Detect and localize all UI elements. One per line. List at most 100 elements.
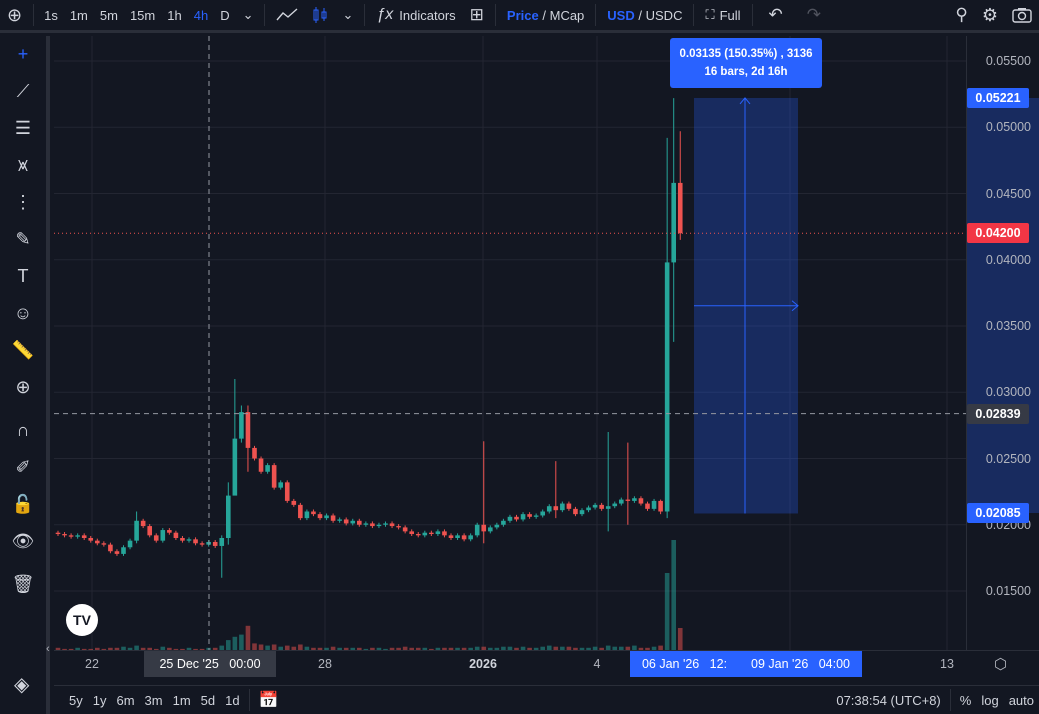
usd-option[interactable]: USD bbox=[607, 7, 635, 23]
go-to-date-icon[interactable]: 📅 bbox=[258, 692, 279, 709]
usdc-option[interactable]: USDC bbox=[645, 7, 683, 23]
volume-bar bbox=[193, 648, 198, 650]
volume-bar bbox=[612, 646, 618, 650]
candle-body bbox=[147, 526, 152, 536]
mcap-option[interactable]: MCap bbox=[549, 7, 585, 23]
candle-body bbox=[337, 519, 342, 521]
interval-4h[interactable]: 4h bbox=[193, 7, 209, 23]
volume-bar bbox=[153, 648, 159, 650]
line-chart-icon[interactable] bbox=[269, 0, 305, 30]
time-axis-settings-icon[interactable]: ⬡ bbox=[994, 656, 1008, 673]
indicators-label: Indicators bbox=[399, 7, 456, 23]
layout-grid-icon[interactable]: ⊞ bbox=[469, 5, 484, 24]
candle-body bbox=[579, 510, 585, 515]
text-icon[interactable]: T bbox=[17, 266, 29, 286]
candle-body bbox=[553, 506, 559, 511]
volume-bar bbox=[520, 646, 526, 650]
volume-bar bbox=[533, 647, 539, 650]
pattern-icon[interactable]: ⩙ bbox=[17, 155, 29, 175]
magnet-icon[interactable]: ∩ bbox=[16, 420, 30, 440]
camera-icon[interactable] bbox=[1005, 0, 1039, 30]
candle-body bbox=[350, 520, 356, 524]
interval-1h[interactable]: 1h bbox=[167, 7, 182, 23]
candle-body bbox=[586, 507, 591, 511]
range-3m[interactable]: 3m bbox=[144, 692, 163, 708]
price-tick: 0.05000 bbox=[985, 120, 1031, 135]
volume-bar bbox=[324, 647, 329, 650]
chart-type-chevron-down-icon[interactable]: ⌄ bbox=[342, 7, 354, 22]
candle-body bbox=[442, 531, 447, 536]
time-axis[interactable]: ‹ ⬡ 22 28 2026 4 13 25 Dec '25 00:00 06 Jan '2… bbox=[46, 643, 1039, 677]
volume-bar bbox=[343, 647, 349, 650]
range-5y[interactable]: 5y bbox=[69, 692, 83, 708]
indicators-button[interactable]: ƒx Indicators bbox=[369, 0, 462, 30]
crosshair-icon[interactable]: + bbox=[17, 44, 29, 64]
emoji-icon[interactable]: ☺ bbox=[13, 303, 33, 323]
fullscreen-button[interactable]: ⛶ Full bbox=[698, 0, 747, 30]
fib-retracement-icon[interactable]: ☰ bbox=[14, 118, 32, 138]
full-label: Full bbox=[719, 7, 741, 23]
quick-search-icon[interactable]: ⚲ bbox=[955, 5, 968, 24]
trash-icon[interactable]: 🗑 bbox=[11, 574, 35, 594]
unlock-icon[interactable]: 🔓 bbox=[11, 494, 35, 514]
volume-bar bbox=[592, 646, 598, 650]
range-1y[interactable]: 1y bbox=[92, 692, 107, 708]
object-tree-layers-icon[interactable]: ◈ bbox=[14, 674, 30, 696]
ruler-icon[interactable]: 📏 bbox=[11, 340, 35, 360]
brush-icon[interactable]: ✎ bbox=[15, 229, 31, 249]
volume-bar bbox=[514, 647, 519, 650]
lock-drawing-icon[interactable]: ✐ bbox=[15, 457, 31, 477]
price-axis[interactable]: 0.05500 0.05000 0.04500 0.04000 0.03500 0.030… bbox=[966, 36, 1039, 650]
volume-bar bbox=[232, 636, 238, 650]
interval-1m[interactable]: 1m bbox=[69, 7, 88, 23]
collapse-arrow-icon[interactable]: ‹ bbox=[46, 643, 50, 655]
volume-bar bbox=[625, 646, 631, 650]
price-tick: 0.03000 bbox=[985, 385, 1031, 400]
currency-toggle[interactable]: USD / USDC bbox=[600, 0, 689, 30]
divider bbox=[264, 4, 266, 26]
tradingview-logo: TV bbox=[66, 604, 98, 636]
separator: / bbox=[638, 7, 642, 23]
price-mcap-toggle[interactable]: Price / MCap bbox=[500, 0, 591, 30]
volume-bar bbox=[95, 647, 100, 650]
chart-pane[interactable]: TV bbox=[54, 36, 966, 650]
interval-dropdown-chevron-down-icon[interactable]: ⌄ bbox=[242, 7, 254, 22]
price-tick: 0.03500 bbox=[985, 319, 1031, 333]
auto-scale-toggle[interactable]: auto bbox=[1008, 692, 1034, 708]
candle-body bbox=[402, 527, 408, 532]
zoom-in-icon[interactable]: ⊕ bbox=[15, 377, 31, 397]
trend-line-icon[interactable]: ⟋ bbox=[16, 81, 30, 101]
range-1m[interactable]: 1m bbox=[172, 692, 191, 708]
range-6m[interactable]: 6m bbox=[116, 692, 135, 708]
measure-top-price-tag: 0.05221 bbox=[967, 87, 1029, 108]
percent-scale-toggle[interactable]: % bbox=[959, 692, 972, 708]
add-symbol-button[interactable]: ⊕ bbox=[7, 4, 23, 25]
redo-icon[interactable]: ↷ bbox=[806, 5, 822, 24]
forecast-icon[interactable]: ⋮ bbox=[14, 192, 32, 212]
interval-5m[interactable]: 5m bbox=[99, 7, 118, 23]
measure-change: 0.03135 (150.35%) , 3136 bbox=[679, 48, 813, 60]
volume-bar bbox=[160, 646, 166, 650]
gear-icon[interactable]: ⚙ bbox=[981, 4, 998, 25]
interval-1s[interactable]: 1s bbox=[44, 7, 58, 23]
candle-body bbox=[193, 539, 198, 544]
price-option[interactable]: Price bbox=[506, 7, 539, 23]
clock-timezone[interactable]: 07:38:54 (UTC+8) bbox=[836, 692, 941, 708]
candle-body bbox=[298, 504, 303, 519]
range-5d[interactable]: 5d bbox=[200, 692, 216, 708]
candle-body bbox=[376, 524, 382, 527]
interval-15m[interactable]: 15m bbox=[129, 7, 156, 23]
candlestick-chart-icon[interactable] bbox=[305, 0, 335, 30]
log-scale-toggle[interactable]: log bbox=[981, 692, 999, 708]
divider bbox=[248, 689, 250, 711]
interval-D[interactable]: D bbox=[220, 7, 230, 23]
eye-icon[interactable]: 👁 bbox=[11, 531, 35, 551]
undo-icon[interactable]: ↶ bbox=[768, 5, 783, 24]
measure-tooltip: 0.03135 (150.35%) , 3136 16 bars, 2d 16h bbox=[670, 38, 822, 88]
volume-bar bbox=[245, 625, 251, 650]
volume-bar bbox=[579, 647, 585, 650]
candle-body bbox=[324, 515, 329, 519]
candle-body bbox=[632, 498, 637, 501]
range-1d[interactable]: 1d bbox=[225, 692, 240, 708]
volume-bar bbox=[226, 640, 231, 650]
